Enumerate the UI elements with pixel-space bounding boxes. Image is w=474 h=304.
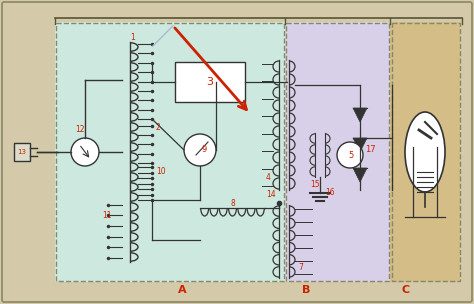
Polygon shape [353, 168, 367, 182]
Text: 16: 16 [325, 188, 335, 197]
Text: 9: 9 [201, 146, 207, 154]
Text: 11: 11 [102, 211, 111, 220]
Bar [392, 23, 460, 281]
Text: 10: 10 [156, 167, 165, 176]
Bar [14, 143, 30, 161]
Circle shape [184, 134, 216, 166]
Bar [55, 22, 285, 282]
Bar [285, 22, 390, 282]
Text: 4: 4 [266, 173, 271, 182]
Text: 17: 17 [365, 146, 375, 154]
FancyBboxPatch shape [2, 2, 472, 302]
Bar [175, 62, 245, 102]
Text: 1: 1 [131, 33, 136, 42]
Text: 8: 8 [230, 199, 235, 208]
Text: 5: 5 [348, 150, 354, 160]
Text: 7: 7 [298, 263, 303, 272]
Polygon shape [353, 108, 367, 122]
Bar [56, 23, 284, 281]
Text: 2: 2 [156, 123, 161, 132]
Circle shape [71, 138, 99, 166]
Text: 13: 13 [18, 149, 27, 155]
Bar [390, 22, 460, 282]
Text: 14: 14 [266, 190, 275, 199]
Ellipse shape [405, 112, 445, 192]
Bar [286, 23, 389, 281]
Text: C: C [401, 285, 410, 295]
Text: B: B [301, 285, 310, 295]
Text: 12: 12 [75, 125, 84, 134]
Polygon shape [353, 138, 367, 152]
Text: A: A [178, 285, 187, 295]
Circle shape [337, 142, 363, 168]
Text: 15: 15 [310, 180, 320, 189]
Text: 3: 3 [207, 77, 213, 87]
